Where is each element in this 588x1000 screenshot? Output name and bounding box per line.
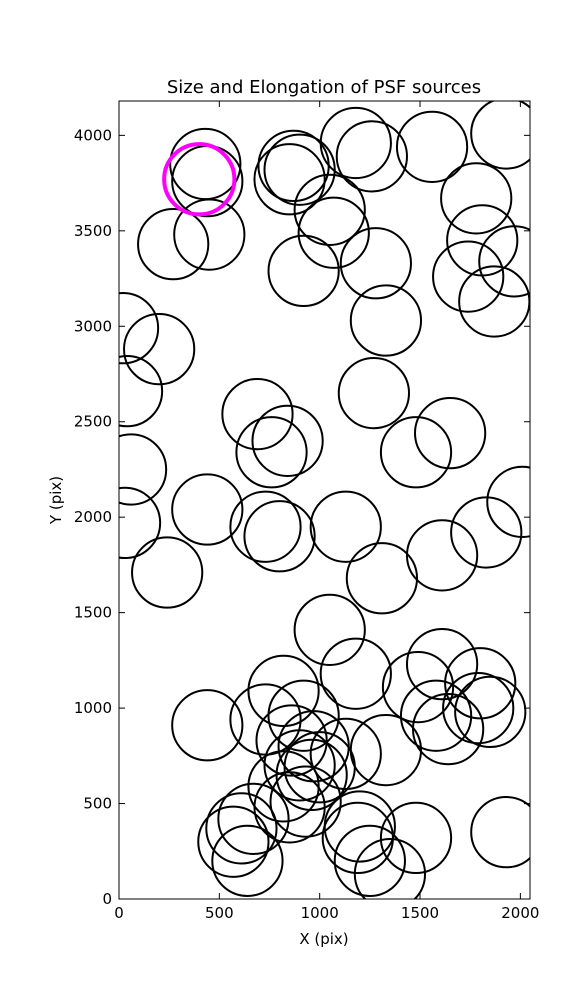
psf-source-marker xyxy=(319,106,392,180)
x-axis: 0 500 1000 1500 2000 xyxy=(114,101,539,922)
psf-source-marker xyxy=(229,490,302,563)
psf-source-marker xyxy=(283,731,356,804)
x-tick-label: 1000 xyxy=(301,904,339,922)
psf-source-marker xyxy=(458,265,530,338)
psf-source-marker xyxy=(442,671,515,745)
psf-source-marker xyxy=(345,542,419,615)
y-axis-label: Y (pix) xyxy=(47,476,65,525)
psf-source-marker xyxy=(321,801,394,875)
psf-source-marker xyxy=(293,593,366,666)
psf-source-marker xyxy=(319,637,392,710)
psf-source-marker xyxy=(309,490,382,563)
psf-source-marker xyxy=(243,500,316,573)
psf-source-marker xyxy=(478,225,530,298)
psf-source-marker xyxy=(399,679,473,752)
psf-source-marker xyxy=(349,284,423,357)
psf-source-marker xyxy=(119,292,160,365)
psf-source-marker xyxy=(119,486,162,560)
psf-source-marker xyxy=(221,377,294,451)
psf-source-marker xyxy=(432,240,505,313)
psf-source-marker xyxy=(297,196,370,269)
psf-source-marker xyxy=(257,129,330,203)
psf-source-marker xyxy=(263,729,336,802)
y-tick-label: 500 xyxy=(83,795,112,813)
psf-source-marker xyxy=(450,496,523,569)
x-tick-label: 1500 xyxy=(401,904,439,922)
psf-source-marker xyxy=(205,792,278,865)
y-tick-label: 4000 xyxy=(74,126,112,144)
psf-source-marker xyxy=(353,838,427,899)
x-tick-label: 0 xyxy=(114,904,124,922)
psf-source-marker xyxy=(171,145,244,218)
x-tick-label: 2000 xyxy=(501,904,539,922)
psf-source-marker xyxy=(454,675,527,749)
plot-frame xyxy=(118,100,531,900)
y-tick-label: 2000 xyxy=(74,508,112,526)
y-tick-label: 1000 xyxy=(74,699,112,717)
psf-source-marker xyxy=(414,397,487,470)
y-tick-label: 1500 xyxy=(74,604,112,622)
x-axis-label: X (pix) xyxy=(299,930,348,948)
psf-source-marker xyxy=(251,404,324,477)
psf-source-marker xyxy=(379,801,453,875)
psf-source-marker xyxy=(269,765,342,838)
x-tick-label: 500 xyxy=(205,904,234,922)
psf-source-marker xyxy=(309,717,382,791)
psf-source-marker xyxy=(444,647,517,720)
psf-source-marker xyxy=(235,416,308,489)
y-tick-label: 3000 xyxy=(74,317,112,335)
psf-source-marker xyxy=(335,120,408,193)
psf-source-marker xyxy=(255,704,328,777)
psf-source-marker xyxy=(470,796,530,869)
psf-source-marker xyxy=(123,313,196,386)
psf-source-marker xyxy=(119,355,164,428)
highlighted-source-marker xyxy=(162,142,237,217)
psf-source-marker xyxy=(333,824,406,897)
psf-source-marker xyxy=(440,162,513,235)
psf-source-marker xyxy=(293,173,366,246)
psf-source-marker xyxy=(263,133,336,206)
psf-source-marker xyxy=(337,356,410,430)
markers-layer xyxy=(119,101,530,899)
psf-source-marker xyxy=(267,679,340,752)
psf-source-marker xyxy=(211,824,284,897)
psf-source-marker xyxy=(267,234,340,308)
psf-source-marker xyxy=(253,143,326,216)
psf-source-marker xyxy=(405,519,479,592)
y-axis: 0 500 1000 1500 2000 2500 3000 3500 4000 xyxy=(74,126,530,908)
y-tick-label: 3500 xyxy=(74,222,112,240)
y-tick-label: 2500 xyxy=(74,413,112,431)
psf-source-marker xyxy=(119,433,168,506)
chart-title: Size and Elongation of PSF sources xyxy=(167,77,481,98)
psf-source-marker xyxy=(395,110,469,183)
psf-source-marker xyxy=(137,208,210,281)
psf-source-marker xyxy=(405,628,479,701)
psf-source-marker xyxy=(339,227,412,300)
psf-source-marker xyxy=(171,473,244,546)
psf-source-marker xyxy=(197,805,270,878)
psf-source-marker xyxy=(131,536,204,609)
psf-source-marker xyxy=(173,198,246,271)
psf-source-marker xyxy=(381,650,455,724)
psf-source-marker xyxy=(446,204,519,277)
psf-source-marker xyxy=(247,654,320,728)
psf-source-marker xyxy=(486,465,530,539)
y-tick-label: 0 xyxy=(102,890,112,908)
psf-source-marker xyxy=(253,771,326,844)
psf-source-marker xyxy=(247,750,320,823)
psf-source-marker xyxy=(171,689,244,762)
psf-source-marker xyxy=(349,713,423,787)
psf-source-marker xyxy=(379,416,453,489)
psf-source-marker xyxy=(470,101,530,170)
psf-source-marker xyxy=(217,782,290,855)
